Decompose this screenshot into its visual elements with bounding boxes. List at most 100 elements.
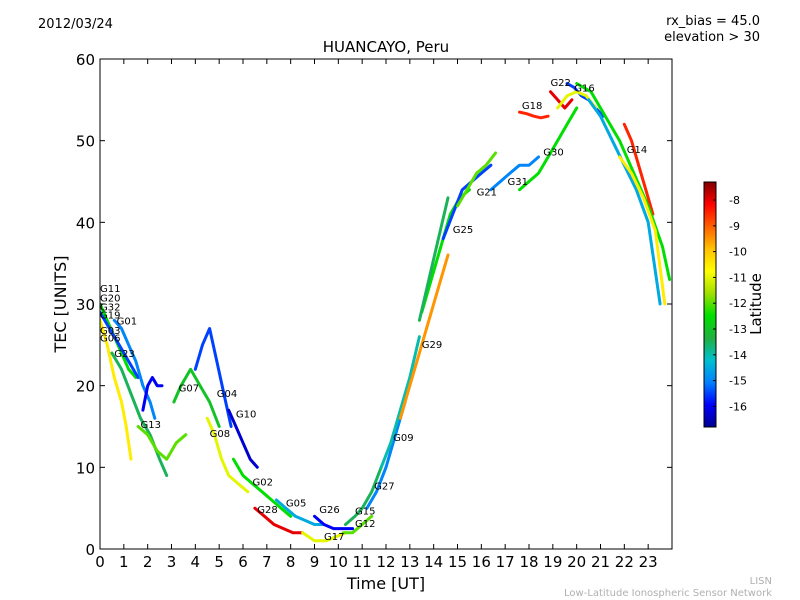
prn-label-g22: G22 bbox=[550, 78, 570, 89]
prn-label-g20: G20 bbox=[100, 294, 120, 305]
colorbar-tick-label: -14 bbox=[729, 349, 747, 362]
series-g16b bbox=[575, 82, 672, 281]
prn-label-g32: G32 bbox=[100, 303, 120, 314]
y-tick-label: 0 bbox=[85, 541, 95, 559]
prn-label-g26: G26 bbox=[319, 505, 339, 516]
prn-label-g30: G30 bbox=[543, 147, 563, 158]
prn-label-g29: G29 bbox=[422, 340, 442, 351]
prn-label-g06: G06 bbox=[100, 334, 120, 345]
x-tick-label: 5 bbox=[214, 553, 224, 571]
x-tick-label: 2 bbox=[143, 553, 153, 571]
x-tick-label: 16 bbox=[472, 553, 491, 571]
series-g03 bbox=[141, 376, 164, 412]
x-tick-label: 19 bbox=[543, 553, 562, 571]
prn-label-g09: G09 bbox=[393, 433, 413, 444]
footer-org-short: LISN bbox=[749, 576, 772, 587]
colorbar-tick-label: -15 bbox=[729, 375, 747, 388]
prn-label-g07: G07 bbox=[179, 383, 199, 394]
series-g13 bbox=[136, 425, 188, 461]
plot-frame bbox=[99, 58, 673, 550]
series-g20 bbox=[100, 310, 140, 379]
prn-label-g08: G08 bbox=[210, 429, 230, 440]
x-tick-label: 7 bbox=[262, 553, 272, 571]
series-g14b bbox=[618, 155, 667, 306]
x-tick-label: 3 bbox=[167, 553, 177, 571]
prn-label-g11: G11 bbox=[100, 284, 120, 295]
series-g27 bbox=[365, 400, 407, 510]
y-tick-label: 30 bbox=[76, 296, 95, 314]
y-tick-label: 50 bbox=[76, 133, 95, 151]
series-g02 bbox=[232, 457, 293, 518]
colorbar-tick-label: -8 bbox=[729, 194, 740, 207]
y-tick-label: 40 bbox=[76, 214, 95, 232]
x-tick-label: 9 bbox=[310, 553, 320, 571]
colorbar-tick-label: -10 bbox=[729, 246, 747, 259]
x-tick-label: 8 bbox=[286, 553, 296, 571]
x-tick-label: 20 bbox=[567, 553, 586, 571]
prn-label-g19: G19 bbox=[100, 311, 120, 322]
elevation-label: elevation > 30 bbox=[664, 30, 760, 45]
colorbar-tick-label: -11 bbox=[729, 271, 747, 284]
series-g31 bbox=[489, 155, 540, 192]
colorbar-title: Latitude bbox=[747, 273, 765, 335]
y-tick-label: 60 bbox=[76, 51, 95, 69]
series-g07 bbox=[172, 367, 221, 428]
prn-label-g13: G13 bbox=[141, 420, 161, 431]
series-g32 bbox=[100, 318, 133, 461]
x-tick-label: 6 bbox=[238, 553, 248, 571]
prn-label-g01: G01 bbox=[117, 316, 137, 327]
prn-label-g14: G14 bbox=[627, 145, 647, 156]
series-g01 bbox=[112, 318, 157, 420]
x-tick-label: 22 bbox=[615, 553, 634, 571]
series-g23 bbox=[110, 351, 169, 477]
prn-label-g25: G25 bbox=[453, 225, 473, 236]
series-g28 bbox=[253, 506, 305, 535]
chart-title: HUANCAYO, Peru bbox=[323, 38, 449, 56]
prn-label-g18: G18 bbox=[522, 101, 542, 112]
prn-label-g12: G12 bbox=[355, 519, 375, 530]
date-label: 2012/03/24 bbox=[38, 17, 113, 32]
prn-label-g17: G17 bbox=[324, 532, 344, 543]
x-tick-label: 18 bbox=[519, 553, 538, 571]
x-tick-label: 21 bbox=[591, 553, 610, 571]
series-g21 bbox=[441, 163, 493, 241]
prn-label-g10: G10 bbox=[236, 410, 256, 421]
x-axis-title: Time [UT] bbox=[346, 574, 425, 593]
colorbar-tick-label: -16 bbox=[729, 400, 747, 413]
colorbar bbox=[703, 181, 717, 428]
prn-label-g15: G15 bbox=[355, 507, 375, 518]
x-tick-label: 0 bbox=[95, 553, 105, 571]
x-tick-label: 14 bbox=[424, 553, 443, 571]
series-g15 bbox=[344, 465, 383, 526]
prn-label-g02: G02 bbox=[253, 477, 273, 488]
series-g18 bbox=[518, 110, 550, 120]
prn-label-g04: G04 bbox=[217, 389, 237, 400]
colorbar-tick-label: -9 bbox=[729, 220, 740, 233]
x-tick-label: 4 bbox=[191, 553, 201, 571]
prn-label-g27: G27 bbox=[374, 481, 394, 492]
x-tick-label: 11 bbox=[353, 553, 372, 571]
series-g12 bbox=[341, 514, 374, 535]
y-tick-label: 10 bbox=[76, 459, 95, 477]
x-tick-label: 23 bbox=[639, 553, 658, 571]
colorbar-tick-label: -12 bbox=[729, 297, 747, 310]
prn-label-g31: G31 bbox=[508, 177, 528, 188]
series-g17 bbox=[301, 531, 347, 543]
series-g10 bbox=[227, 408, 259, 469]
series-g09 bbox=[379, 335, 421, 469]
prn-label-g28: G28 bbox=[257, 505, 277, 516]
series-g24 bbox=[417, 196, 450, 322]
x-tick-label: 13 bbox=[400, 553, 419, 571]
y-axis-title: TEC [UNITS] bbox=[51, 256, 70, 354]
x-tick-label: 10 bbox=[329, 553, 348, 571]
x-tick-label: 15 bbox=[448, 553, 467, 571]
series-g04 bbox=[193, 327, 233, 428]
prn-label-g03: G03 bbox=[100, 326, 120, 337]
series-g26 bbox=[313, 514, 355, 531]
series-g05 bbox=[274, 498, 326, 526]
y-tick-label: 20 bbox=[76, 378, 95, 396]
series-g29 bbox=[398, 253, 450, 420]
prn-label-g16: G16 bbox=[574, 84, 594, 95]
prn-label-g21: G21 bbox=[477, 187, 497, 198]
